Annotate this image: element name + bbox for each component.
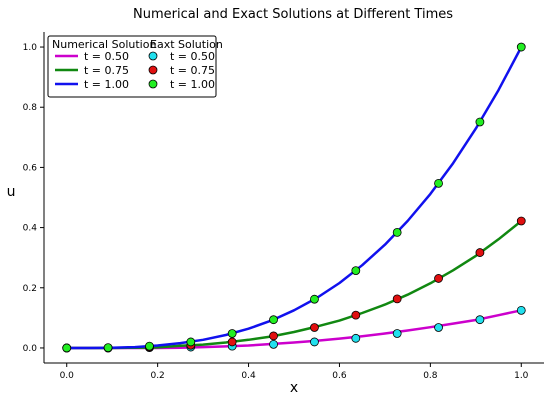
legend-header-exact: Eaxt Solution xyxy=(150,38,223,51)
exact-point-1 xyxy=(516,216,526,226)
exact-point-1 xyxy=(434,274,443,283)
y-tick-label: 0.0 xyxy=(23,344,38,354)
y-tick-label: 0.2 xyxy=(23,284,37,294)
exact-point-0 xyxy=(269,339,278,349)
exact-point-0 xyxy=(310,337,319,347)
x-tick-label: 0.2 xyxy=(150,371,164,381)
legend-marker-swatch xyxy=(148,79,158,89)
legend-marker-swatch xyxy=(148,65,158,75)
exact-point-2 xyxy=(310,294,319,304)
exact-point-2 xyxy=(62,343,72,353)
x-tick-label: 0.6 xyxy=(332,371,347,381)
y-tick-label: 0.8 xyxy=(23,103,38,113)
exact-point-2 xyxy=(227,329,237,338)
exact-point-0 xyxy=(392,329,402,338)
chart-title: Numerical and Exact Solutions at Differe… xyxy=(133,7,453,22)
legend-line-label: t = 0.75 xyxy=(84,64,129,77)
legend-entries: t = 0.50t = 0.75t = 1.00t = 0.50t = 0.75… xyxy=(55,50,215,91)
x-tick-label: 0.0 xyxy=(60,371,75,381)
exact-point-2 xyxy=(269,315,278,325)
exact-point-1 xyxy=(269,331,278,341)
exact-point-1 xyxy=(310,323,319,332)
exact-point-1 xyxy=(475,248,485,257)
exact-point-0 xyxy=(516,305,526,315)
exact-point-0 xyxy=(475,315,485,325)
exact-point-2 xyxy=(186,337,196,347)
exact-point-2 xyxy=(475,117,485,127)
y-tick-label: 0.4 xyxy=(23,224,38,234)
legend-line-label: t = 0.50 xyxy=(84,50,129,63)
y-tick-label: 0.6 xyxy=(23,163,38,173)
legend-box xyxy=(47,35,217,98)
exact-point-1 xyxy=(351,310,361,320)
exact-point-0 xyxy=(351,333,361,343)
numerical-line-0 xyxy=(66,309,522,350)
legend: Numerical Solution Eaxt Solution t = 0.5… xyxy=(47,35,223,98)
x-tick-label: 0.4 xyxy=(241,371,256,381)
exact-point-2 xyxy=(351,266,361,276)
numerical-line-2 xyxy=(66,46,523,350)
exact-point-1 xyxy=(227,337,237,347)
exact-point-2 xyxy=(434,178,443,188)
y-axis-label: u xyxy=(7,184,16,200)
plot-area xyxy=(62,42,526,353)
exact-point-2 xyxy=(392,228,402,237)
exact-point-2 xyxy=(103,343,113,353)
x-axis-label: x xyxy=(290,380,298,396)
x-tick-label: 0.8 xyxy=(423,371,438,381)
legend-header-numerical: Numerical Solution xyxy=(52,38,156,51)
legend-marker-label: t = 0.50 xyxy=(170,50,215,63)
x-ticks: 0.0 0.2 0.4 0.6 0.8 1.0 xyxy=(60,363,529,381)
y-tick-label: 1.0 xyxy=(23,43,38,53)
exact-point-0 xyxy=(434,323,443,332)
legend-marker-swatch xyxy=(148,51,158,61)
exact-point-2 xyxy=(145,341,154,351)
legend-marker-label: t = 0.75 xyxy=(170,64,215,77)
x-tick-label: 1.0 xyxy=(514,371,529,381)
numerical-line-1 xyxy=(66,220,523,350)
legend-marker-label: t = 1.00 xyxy=(170,78,215,91)
exact-point-1 xyxy=(392,294,402,304)
y-ticks: 0.0 0.2 0.4 0.6 0.8 1.0 xyxy=(23,43,44,354)
exact-point-2 xyxy=(516,42,526,52)
legend-line-label: t = 1.00 xyxy=(84,78,129,91)
